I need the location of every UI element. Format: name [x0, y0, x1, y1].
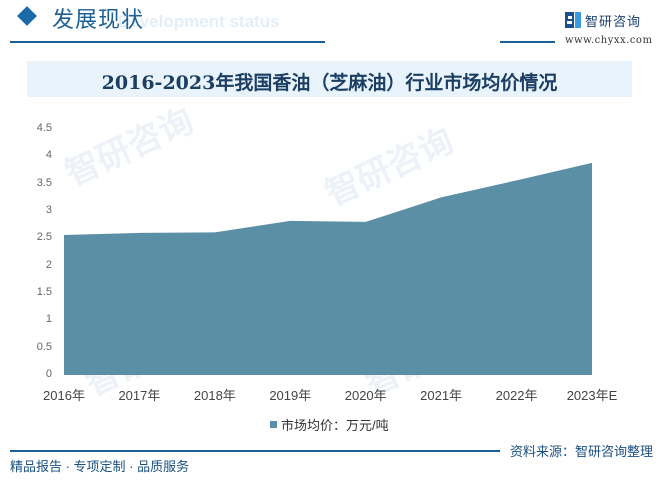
area-series — [64, 162, 592, 375]
y-tick-label: 0 — [45, 368, 52, 380]
chart-title-band: 2016-2023年我国香油（芝麻油）行业市场均价情况 — [27, 61, 632, 97]
divider — [10, 450, 500, 452]
x-tick-label: 2016年 — [43, 388, 85, 403]
footer-tagline: 精品报告 · 专项定制 · 品质服务 — [10, 459, 190, 474]
x-tick-label: 2023年E — [566, 388, 618, 403]
x-tick-label: 2018年 — [193, 388, 236, 403]
y-tick-label: 3.5 — [36, 176, 52, 189]
source-note: 资料来源：智研咨询整理 — [510, 444, 654, 459]
divider — [500, 41, 555, 43]
x-tick-label: 2022年 — [495, 388, 538, 403]
chart-title: 2016-2023年我国香油（芝麻油）行业市场均价情况 — [101, 72, 558, 94]
y-tick-label: 4.5 — [36, 122, 52, 134]
brand-url: www.chyxx.com — [565, 35, 653, 46]
y-tick-label: 1.5 — [36, 286, 52, 298]
x-tick-label: 2020年 — [344, 388, 387, 403]
y-tick-label: 0.5 — [36, 340, 52, 353]
y-tick-label: 3 — [45, 204, 52, 216]
legend: 市场均价：万元/吨 — [270, 415, 389, 434]
y-tick-label: 2.5 — [36, 231, 52, 244]
divider — [10, 41, 325, 43]
section-subtitle: Development status — [118, 12, 280, 31]
section-title: 发展现状 — [52, 8, 145, 33]
y-tick-label: 4 — [45, 149, 52, 162]
x-tick-label: 2019年 — [269, 388, 312, 403]
x-tick-label: 2017年 — [118, 388, 161, 403]
brand: 智研咨询 — [565, 10, 641, 30]
brand-name: 智研咨询 — [585, 13, 642, 29]
brand-logo-icon — [565, 12, 581, 28]
header: Development status 发展现状 智研咨询 www.chyxx.c… — [0, 0, 665, 50]
x-tick-label: 2021年 — [420, 388, 463, 403]
legend-label: 市场均价：万元/吨 — [281, 418, 389, 433]
legend-swatch-icon — [270, 421, 277, 428]
y-tick-label: 2 — [45, 258, 52, 271]
y-tick-label: 1 — [45, 313, 52, 326]
